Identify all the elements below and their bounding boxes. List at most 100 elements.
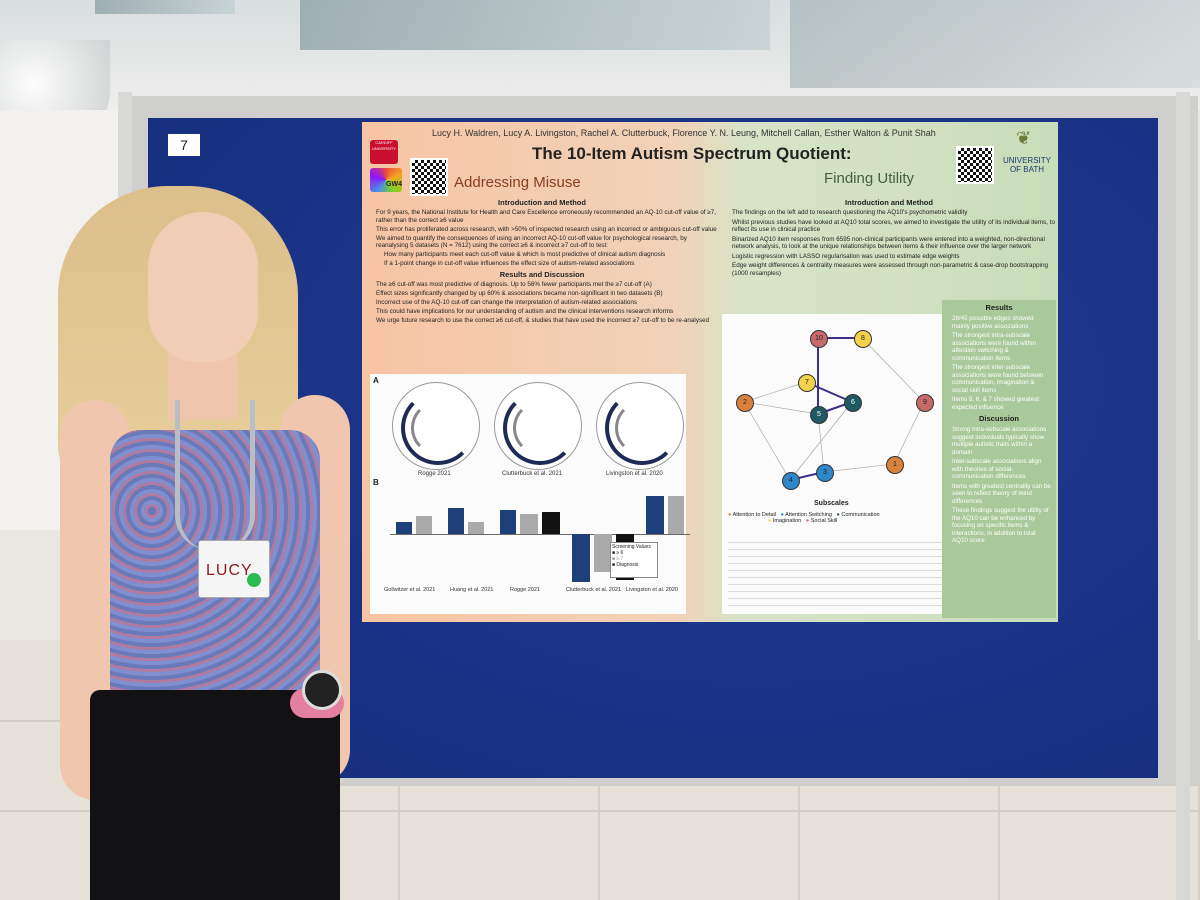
bar [396,522,412,534]
study-label: Huang et al. 2021 [450,587,494,593]
green-sticker [247,573,261,587]
figure-panel-ab: A Rogge 2021 Clutterbuck et al. 2021 Liv… [370,374,690,614]
gw4-logo: GW4 [370,168,402,192]
results-heading: Results [985,303,1013,312]
bar-chart-baseline [390,534,690,535]
left-result-point: Incorrect use of the AQ-10 cut-off can c… [376,298,638,306]
discussion-heading: Discussion [978,414,1019,423]
board-number: 7 [168,134,200,156]
results-column: Results 28/45 possible edges showed main… [942,300,1056,618]
study-label: Livingston et al. 2020 [606,471,663,477]
right-intro-point: Whilst previous studies have looked at A… [732,218,1056,234]
left-result-point: Effect sizes significantly changed by up… [376,289,663,297]
left-intro-heading: Introduction and Method [498,198,586,207]
person-black-trousers [90,690,340,900]
left-intro-point: We aimed to quantify the consequences of… [376,234,687,250]
right-intro-point: The findings on the left add to research… [732,209,968,216]
discussion-point: Inter-subscale associations align with t… [952,458,1042,480]
right-text-column: Introduction and Method The findings on … [722,196,1056,316]
name-badge [198,540,270,598]
left-result-point: This could have implications for our und… [376,307,674,315]
poster-subtitle-left: Addressing Misuse [454,174,581,191]
legend-entry: ■ ≥ 7 [612,556,624,562]
legend-entry: ● Communication [836,512,880,518]
person-face [148,212,258,362]
qr-code-right [956,146,994,184]
board-post-right [1176,92,1190,900]
bar [668,496,684,534]
study-label: Clutterbuck et al. 2021 [566,587,622,593]
legend-entry: ■ Diagnosis [612,562,639,568]
legend-entry: ● Imagination [768,518,802,524]
right-intro-point: Logistic regression with LASSO regularis… [732,252,960,260]
study-label: Gollwitzer et al. 2021 [384,587,436,593]
discussion-point: These findings suggest the utility of th… [952,507,1049,544]
right-intro-point: Binarized AQ10 item responses from 6595 … [732,235,1045,251]
left-intro-point: This error has proliferated across resea… [376,225,717,233]
study-label: Rogge 2021 [510,587,540,593]
study-label: Rogge 2021 [418,471,451,477]
network-node: 4 [782,472,800,490]
result-point: 28/45 possible edges showed mainly posit… [952,315,1034,330]
badge-name: LUCY [206,562,253,579]
bar [594,534,612,572]
right-intro-heading: Introduction and Method [845,198,933,207]
network-node: 9 [916,394,934,412]
network-legend-title: Subscales [814,500,849,507]
network-node: 5 [810,406,828,424]
circular-plot [596,382,684,470]
right-intro-point: Edge weight differences & centrality mea… [732,262,1048,277]
network-node: 1 [886,456,904,474]
network-node: 7 [798,374,816,392]
network-graph-panel: 10 8 7 2 9 5 6 1 3 4 Subscales ● Attenti… [722,314,950,614]
bar-chart-legend: Screening Values ■ ≥ 6 ■ ≥ 7 ■ Diagnosis [610,542,658,578]
discussion-point: Items with greatest centrality can be se… [952,482,1051,505]
network-legend: ● Attention to Detail ● Attention Switch… [728,512,948,524]
legend-entry: ● Attention Switching [780,512,832,518]
bar [416,516,432,534]
bar [468,522,484,534]
ceiling-window [790,0,1200,88]
bar [646,496,664,534]
ceiling-window [95,0,235,14]
bar [572,534,590,582]
legend-entry: ■ ≥ 6 [612,550,624,556]
bar [448,508,464,534]
network-node: 6 [844,394,862,412]
ceiling-window [300,0,770,50]
left-intro-point: How many participants meet each cut-off … [384,251,666,258]
research-poster: Lucy H. Waldren, Lucy A. Livingston, Rac… [362,122,1058,622]
bath-logo-tree-icon: ❦ [1016,128,1032,148]
result-point: The strongest intra-subscale association… [952,332,1036,362]
qr-code-left [410,158,448,196]
lanyard [175,400,255,550]
left-intro-point: For 9 years, the National Institute for … [376,209,717,224]
legend-entry: ● Attention to Detail [728,512,776,518]
left-intro-point: If a 1-point change in cut-off value inf… [384,260,635,267]
study-label: Clutterbuck et al. 2021 [502,471,563,477]
discussion-point: Strong intra-subscale associations sugge… [952,426,1047,456]
study-label: Livingston et al. 2020 [626,587,678,593]
cardiff-logo: CARDIFF UNIVERSITY [370,140,398,164]
wrist-watch [302,670,342,710]
left-text-column: Introduction and Method For 9 years, the… [366,196,718,366]
network-node: 10 [810,330,828,348]
bar [500,510,516,534]
network-node: 3 [816,464,834,482]
poster-title: The 10-Item Autism Spectrum Quotient: [532,144,852,163]
item-list [728,536,944,608]
bar [542,512,560,534]
poster-authors: Lucy H. Waldren, Lucy A. Livingston, Rac… [432,128,936,138]
result-point: The strongest inter-subscale association… [952,364,1044,394]
bath-logo: ❦ UNIVERSITY OF BATH [1002,128,1051,174]
circular-plot [392,382,480,470]
bar [520,514,538,534]
legend-entry: ● Social Skill [805,518,838,524]
result-point: Items 5, 6, & 7 showed greatest expected… [952,396,1040,411]
panel-a-label: A [373,376,379,385]
network-node: 8 [854,330,872,348]
circular-plot [494,382,582,470]
left-result-point: The ≥6 cut-off was most predictive of di… [376,280,652,288]
left-result-point: We urge future research to use the corre… [376,316,710,324]
poster-subtitle-right: Finding Utility [824,170,915,187]
